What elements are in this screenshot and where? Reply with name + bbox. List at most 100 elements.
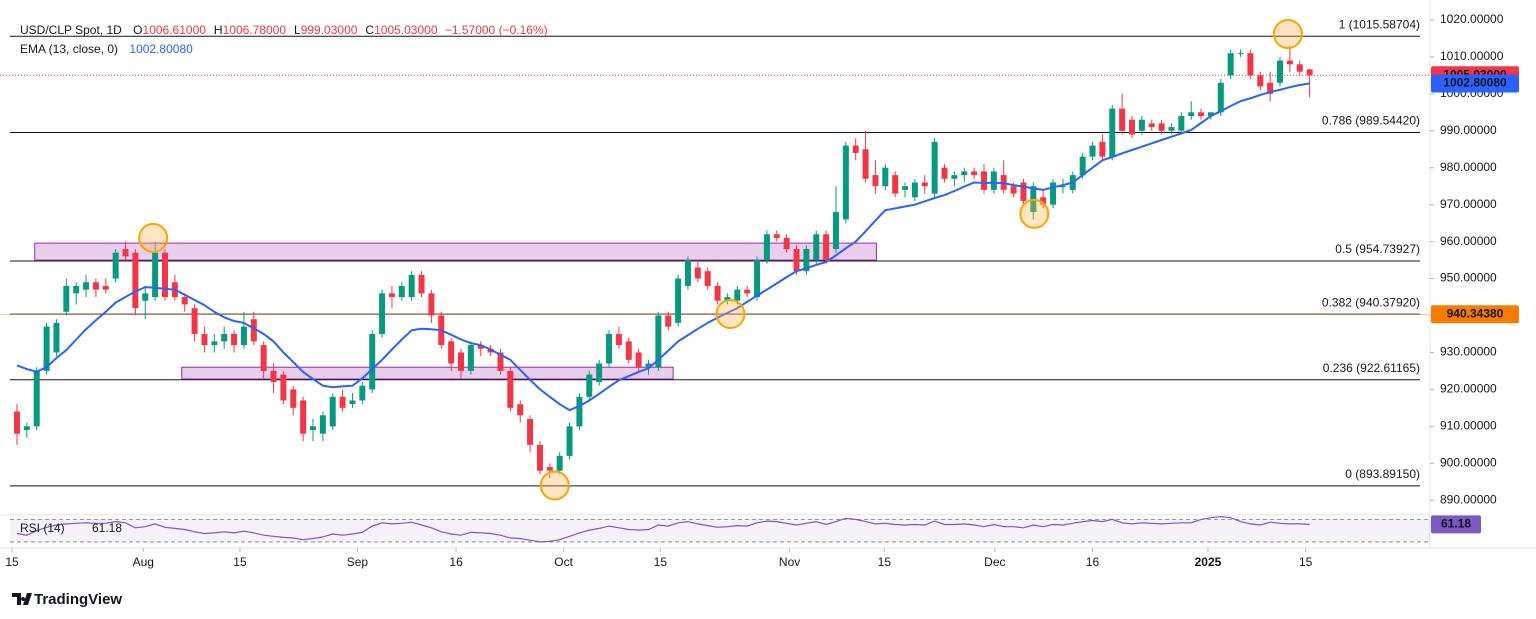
candle-body — [734, 289, 741, 301]
candle-body — [1089, 145, 1096, 157]
candle-body — [1267, 82, 1274, 94]
candle-body — [606, 333, 613, 364]
candle-body — [615, 333, 622, 346]
candle-body — [911, 182, 918, 198]
x-tick-label: 15 — [5, 555, 19, 569]
candle-body — [823, 234, 830, 261]
ohlc-value: 1005.03000 — [374, 23, 438, 37]
y-tick-label: 970.00000 — [1440, 197, 1497, 211]
y-tick-label: 920.00000 — [1440, 382, 1497, 396]
fib-label: 0.382 (940.37920) — [1322, 295, 1420, 309]
ohlc-key: O — [133, 23, 143, 37]
candle-body — [1079, 156, 1086, 176]
zone — [34, 242, 877, 261]
x-tick-label: Sep — [347, 555, 369, 569]
ohlc-value: 1006.78000 — [222, 23, 286, 37]
rsi-name: RSI (14) — [20, 521, 65, 535]
brand-name: TradingView — [34, 591, 122, 608]
candle-body — [793, 249, 800, 272]
candle-body — [546, 466, 553, 471]
candle-body — [260, 345, 267, 371]
candle-body — [1207, 112, 1214, 117]
y-tick-label: 910.00000 — [1440, 419, 1497, 433]
x-tick-label: 16 — [449, 555, 463, 569]
ohlc-key: L — [294, 23, 301, 37]
candle-body — [1129, 119, 1136, 135]
candle-body — [418, 274, 425, 294]
candle-body — [13, 411, 20, 434]
ema-line — [16, 82, 1310, 412]
candle-body — [902, 186, 909, 190]
candle-body — [309, 426, 316, 431]
rsi-badge-bg — [1431, 515, 1481, 534]
candle-body — [645, 363, 652, 368]
candle-body — [408, 274, 415, 298]
candle-body — [329, 396, 336, 427]
candle-body — [290, 389, 297, 408]
candle-body — [1296, 64, 1303, 72]
candle-body — [783, 237, 790, 250]
x-tick-label: 15 — [233, 555, 247, 569]
y-tick-label: 1010.00000 — [1440, 49, 1504, 63]
candle-body — [300, 400, 307, 434]
candle-body — [1050, 182, 1057, 205]
ema-value: 1002.80080 — [129, 42, 193, 56]
y-tick-label: 960.00000 — [1440, 234, 1497, 248]
fib-label: 1 (1015.58704) — [1339, 17, 1420, 31]
candle-body — [990, 171, 997, 190]
candle-body — [211, 341, 218, 346]
candle-body — [152, 252, 159, 298]
candle-body — [1020, 182, 1027, 201]
candle-body — [586, 374, 593, 397]
rsi-badge: 61.18 — [1441, 517, 1471, 531]
ohlc-value: 999.03000 — [300, 23, 358, 37]
candle-body — [33, 370, 40, 427]
candle-body — [448, 341, 455, 364]
candle-body — [1158, 123, 1165, 131]
candle-body — [596, 363, 603, 383]
price-line-badge-bg — [1431, 305, 1519, 324]
highlight-circle — [138, 222, 169, 253]
candle-body — [280, 374, 287, 401]
candle-body — [1010, 186, 1017, 194]
candle-body — [477, 345, 484, 349]
candle-body — [517, 404, 524, 416]
candle-body — [842, 145, 849, 220]
y-tick-label: 1020.00000 — [1440, 12, 1504, 26]
candle-body — [1247, 53, 1254, 76]
y-tick-label: 890.00000 — [1440, 492, 1497, 506]
candle-body — [398, 285, 405, 298]
x-tick-label: 15 — [1299, 555, 1313, 569]
candle-body — [369, 333, 376, 390]
y-tick-label: 980.00000 — [1440, 160, 1497, 174]
candle-body — [231, 333, 238, 346]
candle-body — [161, 252, 168, 298]
candle-body — [773, 234, 780, 238]
candle-body — [1168, 127, 1175, 131]
ema-badge: 1002.80080 — [1443, 76, 1507, 90]
zone — [181, 366, 674, 380]
x-tick-label: Nov — [779, 555, 800, 569]
candle-body — [892, 175, 899, 194]
candle-body — [359, 385, 366, 401]
candle-body — [961, 171, 968, 176]
candle-body — [1099, 141, 1106, 157]
candle-body — [694, 267, 701, 279]
fib-label: 0 (893.89150) — [1345, 467, 1420, 481]
ohlc-key: C — [365, 23, 375, 37]
candle-body — [744, 289, 751, 294]
ohlc-key: H — [213, 23, 223, 37]
fib-label: 0.236 (922.61165) — [1323, 361, 1420, 375]
candle-body — [832, 212, 839, 250]
candle-body — [458, 352, 465, 371]
candle-body — [714, 285, 721, 301]
candle-body — [1227, 53, 1234, 76]
price-line-badge: 940.34380 — [1447, 306, 1504, 320]
candle-body — [566, 426, 573, 456]
x-tick-label: 15 — [654, 555, 668, 569]
candle-body — [813, 234, 820, 261]
candle-body — [665, 315, 672, 327]
highlight-circle — [1019, 198, 1050, 229]
